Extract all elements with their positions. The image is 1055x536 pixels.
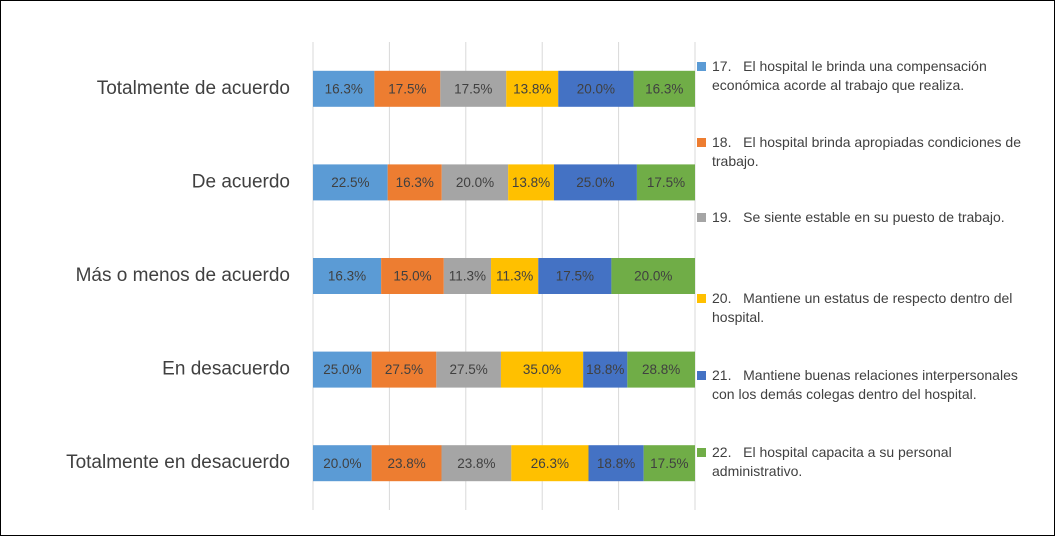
legend-item: 22. El hospital capacita a su personal a… [697,443,1042,481]
legend-label: 21. Mantiene buenas relaciones interpers… [712,367,1022,402]
legend-label: 20. Mantiene un estatus de respecto dent… [712,290,1017,325]
data-label: 16.3% [645,81,683,96]
data-label: 13.8% [512,175,550,190]
legend-label: 19. Se siente estable en su puesto de tr… [712,209,1005,225]
bar-segment [313,70,375,107]
legend-swatch [697,213,706,222]
bar-segment [643,445,695,482]
bar-segment [500,351,584,388]
legend-item: 20. Mantiene un estatus de respecto dent… [697,289,1042,327]
data-label: 25.0% [323,362,361,377]
y-tick-label: De acuerdo [192,171,290,192]
bar-segment [583,351,628,388]
data-label: 17.5% [647,175,685,190]
data-label: 35.0% [523,362,561,377]
bar-segment [313,351,372,388]
bar-segment [636,164,695,201]
data-label: 23.8% [387,456,425,471]
legend-item: 17. El hospital le brinda una compensaci… [697,57,1042,95]
bar-segment [491,258,539,294]
data-label: 13.8% [513,81,551,96]
y-tick-label: Totalmente de acuerdo [97,78,290,99]
data-label: 11.3% [496,269,533,284]
data-label: 16.3% [325,81,363,96]
bar-segment [588,445,644,482]
data-label: 27.5% [450,362,488,377]
legend-swatch [697,294,706,303]
bar-segment [441,164,509,201]
legend-label: 18. El hospital brinda apropiadas condic… [712,134,1025,169]
bar-segment [443,258,492,294]
bar-segment [313,164,388,201]
bar-segment [633,70,695,107]
data-label: 26.3% [531,456,569,471]
data-label: 23.8% [457,456,495,471]
data-label: 27.5% [385,362,423,377]
data-label: 16.3% [328,269,366,284]
bar-segment [441,445,512,482]
bar-segment [371,351,437,388]
legend-item: 21. Mantiene buenas relaciones interpers… [697,366,1042,404]
data-label: 17.5% [556,269,594,284]
bar-segment [313,258,382,294]
data-label: 28.8% [642,362,680,377]
data-label: 20.0% [323,456,361,471]
bar-segment [440,70,507,107]
bar-segment [511,445,589,482]
data-label: 20.0% [577,81,615,96]
bar-segment [508,164,554,201]
bar-segment [553,164,637,201]
legend-label: 22. El hospital capacita a su personal a… [712,444,956,479]
bar-segment [538,258,612,294]
legend-swatch [697,371,706,380]
y-tick-label: Más o menos de acuerdo [76,265,290,286]
data-label: 15.0% [393,269,431,284]
bar-segment [387,164,442,201]
data-label: 11.3% [449,269,486,284]
data-label: 25.0% [576,175,614,190]
bar-segment [313,445,372,482]
legend-swatch [697,448,706,457]
bar-segment [381,258,444,294]
legend-swatch [697,62,706,71]
data-label: 20.0% [456,175,494,190]
data-label: 17.5% [388,81,426,96]
bar-segment [436,351,501,388]
legend-label: 17. El hospital le brinda una compensaci… [712,58,991,93]
legend-swatch [697,138,706,147]
data-label: 17.5% [650,456,688,471]
data-label: 18.8% [586,362,624,377]
bar-segment [506,70,559,107]
data-label: 22.5% [331,175,369,190]
bar-segment [558,70,634,107]
legend-item: 18. El hospital brinda apropiadas condic… [697,133,1042,171]
data-label: 17.5% [454,81,492,96]
data-label: 18.8% [597,456,635,471]
bar-segment [627,351,695,388]
y-tick-label: Totalmente en desacuerdo [66,452,290,473]
data-label: 20.0% [634,269,672,284]
bar-segment [371,445,442,482]
data-label: 16.3% [396,175,434,190]
y-tick-label: En desacuerdo [162,359,290,380]
bar-segment [374,70,441,107]
bar-segment [611,258,695,294]
legend-item: 19. Se siente estable en su puesto de tr… [697,208,1042,227]
